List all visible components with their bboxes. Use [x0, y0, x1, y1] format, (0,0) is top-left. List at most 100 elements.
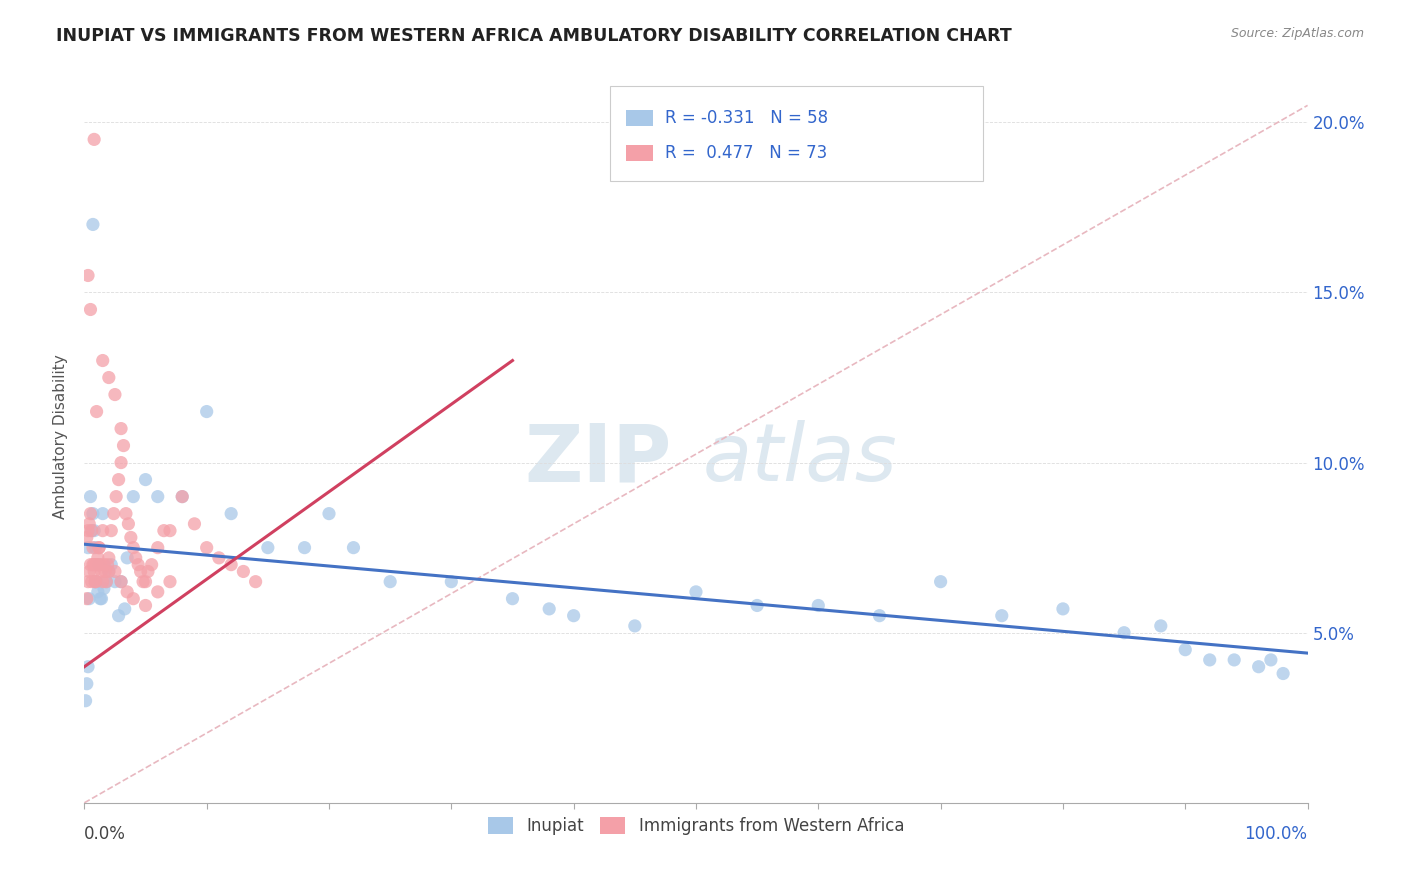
- Point: [1272, 666, 1295, 681]
- Point: [807, 599, 830, 613]
- Point: [103, 507, 125, 521]
- Text: atlas: atlas: [703, 420, 897, 498]
- Point: [132, 574, 155, 589]
- Point: [96, 574, 118, 589]
- Point: [82, 507, 104, 521]
- Point: [1174, 642, 1197, 657]
- Point: [87, 541, 110, 555]
- Point: [1052, 602, 1074, 616]
- Point: [87, 550, 110, 565]
- Text: INUPIAT VS IMMIGRANTS FROM WESTERN AFRICA AMBULATORY DISABILITY CORRELATION CHAR: INUPIAT VS IMMIGRANTS FROM WESTERN AFRIC…: [56, 27, 1012, 45]
- Text: 100.0%: 100.0%: [1244, 825, 1308, 843]
- Point: [562, 608, 585, 623]
- Point: [146, 541, 169, 555]
- Point: [219, 558, 242, 572]
- Point: [257, 541, 280, 555]
- Point: [110, 456, 132, 470]
- Point: [82, 558, 104, 572]
- Point: [97, 558, 120, 572]
- Point: [82, 218, 104, 232]
- Point: [77, 268, 100, 283]
- Point: [97, 550, 120, 565]
- Point: [624, 619, 647, 633]
- Point: [1198, 653, 1220, 667]
- Point: [83, 558, 105, 572]
- Point: [79, 490, 101, 504]
- Point: [136, 565, 159, 579]
- Point: [115, 585, 138, 599]
- Point: [115, 550, 138, 565]
- Point: [77, 524, 100, 538]
- Point: [86, 404, 108, 418]
- Point: [232, 565, 254, 579]
- Point: [79, 558, 101, 572]
- Point: [219, 507, 242, 521]
- Point: [77, 516, 100, 531]
- Point: [79, 507, 101, 521]
- Point: [91, 353, 114, 368]
- Point: [93, 558, 115, 572]
- Point: [294, 541, 316, 555]
- Point: [172, 490, 194, 504]
- Point: [104, 387, 127, 401]
- Point: [84, 574, 107, 589]
- Point: [208, 550, 231, 565]
- Point: [86, 574, 108, 589]
- Point: [117, 516, 139, 531]
- Legend: Inupiat, Immigrants from Western Africa: Inupiat, Immigrants from Western Africa: [481, 811, 911, 842]
- Point: [84, 541, 107, 555]
- Text: ZIP: ZIP: [524, 420, 672, 498]
- Text: R =  0.477   N = 73: R = 0.477 N = 73: [665, 144, 828, 161]
- Point: [112, 439, 135, 453]
- Point: [76, 677, 98, 691]
- Bar: [626, 110, 654, 126]
- Point: [195, 404, 218, 418]
- Point: [135, 473, 157, 487]
- Point: [245, 574, 267, 589]
- Point: [77, 565, 100, 579]
- Point: [110, 574, 132, 589]
- Point: [80, 574, 103, 589]
- Point: [991, 608, 1014, 623]
- Point: [89, 591, 111, 606]
- Point: [685, 585, 707, 599]
- Point: [342, 541, 364, 555]
- Point: [114, 602, 136, 616]
- Point: [75, 694, 97, 708]
- Point: [1150, 619, 1173, 633]
- Point: [90, 591, 112, 606]
- Point: [83, 565, 105, 579]
- Text: R = -0.331   N = 58: R = -0.331 N = 58: [665, 109, 828, 127]
- Point: [87, 558, 110, 572]
- Point: [869, 608, 891, 623]
- Point: [87, 585, 110, 599]
- Point: [380, 574, 402, 589]
- Point: [100, 524, 122, 538]
- Point: [159, 524, 181, 538]
- Point: [83, 524, 105, 538]
- Point: [110, 421, 132, 435]
- Point: [318, 507, 340, 521]
- Point: [122, 490, 145, 504]
- FancyBboxPatch shape: [610, 86, 983, 181]
- Point: [115, 507, 138, 521]
- Point: [79, 302, 101, 317]
- Point: [146, 585, 169, 599]
- Point: [122, 541, 145, 555]
- Point: [107, 473, 129, 487]
- Point: [90, 565, 112, 579]
- Point: [1260, 653, 1282, 667]
- Point: [1247, 659, 1270, 673]
- Point: [107, 608, 129, 623]
- Point: [135, 599, 157, 613]
- Point: [120, 531, 142, 545]
- Point: [929, 574, 952, 589]
- Point: [80, 524, 103, 538]
- Y-axis label: Ambulatory Disability: Ambulatory Disability: [53, 355, 69, 519]
- Point: [110, 574, 132, 589]
- Point: [135, 574, 157, 589]
- Point: [502, 591, 524, 606]
- Point: [83, 132, 105, 146]
- Point: [86, 558, 108, 572]
- Point: [127, 558, 149, 572]
